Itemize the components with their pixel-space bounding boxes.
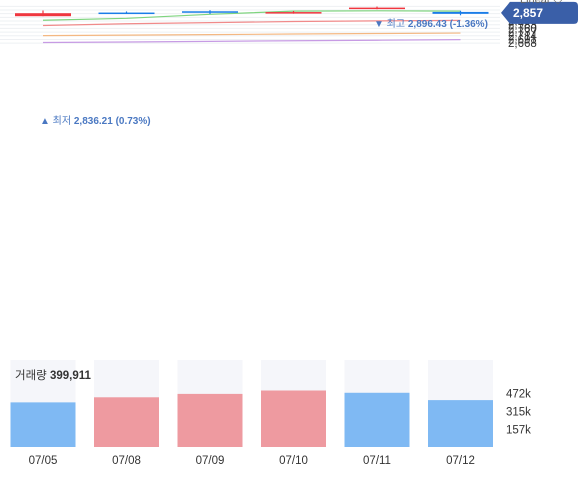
volume-label: 거래량 399,911 <box>15 369 91 382</box>
candle-07-11 <box>349 6 405 10</box>
y-tick-label-8: 2,714 <box>508 31 537 43</box>
candle-body <box>182 11 238 13</box>
candle-body <box>349 7 405 10</box>
volume-bar-3 <box>261 390 326 447</box>
volume-bar-1 <box>94 397 159 447</box>
volume-bar-4 <box>344 392 410 447</box>
high-annotation: ▼ 최고 2,896.43 (-1.36%) <box>374 18 488 30</box>
y-tick-label-10: 2,668 <box>508 38 537 50</box>
candle-body <box>98 12 155 15</box>
volume-panel: 거래량 399,911 472k 315k 157k <box>10 360 531 447</box>
scale-mode-toggle[interactable]: Linear ◇ <box>520 0 563 6</box>
volume-bar-2 <box>177 393 243 447</box>
candle-07-12 <box>432 10 489 16</box>
low-annotation: ▲ 최저 2,836.21 (0.73%) <box>40 115 151 127</box>
x-tick-label-0: 07/05 <box>29 455 58 467</box>
price-tag-label: 2,857 <box>513 6 543 20</box>
moving-average-line-2 <box>42 19 461 27</box>
moving-average-line-3 <box>42 32 461 37</box>
x-tick-label-1: 07/08 <box>112 455 141 467</box>
volume-tick-label-0: 472k <box>506 389 531 401</box>
scale-mode-label: Linear ◇ <box>520 0 563 6</box>
x-tick-label-4: 07/11 <box>363 455 391 467</box>
volume-bar-5 <box>428 400 493 447</box>
current-price-tag: 2,857 <box>501 1 578 24</box>
x-tick-label-2: 07/09 <box>196 455 225 467</box>
price-tag-shape <box>501 1 578 24</box>
candle-body <box>432 11 489 14</box>
candles <box>15 6 489 17</box>
y-tick-label-6: 2,760 <box>508 23 537 35</box>
volume-tick-label-2: 157k <box>506 424 531 436</box>
candle-07-05 <box>15 10 71 17</box>
candle-07-10 <box>265 10 322 14</box>
x-axis: 07/05 07/08 07/09 07/10 07/11 07/12 <box>29 455 475 467</box>
moving-average-line-1 <box>42 10 461 21</box>
annotations: ▼ 최고 2,896.43 (-1.36%) ▲ 최저 2,836.21 (0.7… <box>40 18 488 127</box>
x-tick-label-3: 07/10 <box>279 455 308 467</box>
moving-average-line-4 <box>42 39 461 44</box>
moving-average-lines <box>42 10 461 44</box>
candle-body <box>15 13 71 17</box>
volume-tick-label-1: 315k <box>506 406 531 418</box>
y-tick-label-7: 2,737 <box>508 27 537 39</box>
candle-body <box>265 12 322 14</box>
volume-bar-0 <box>10 402 76 447</box>
candle-07-09 <box>182 10 238 14</box>
x-tick-label-5: 07/12 <box>446 455 475 467</box>
y-tick-label-9: 2,691 <box>508 34 537 46</box>
candle-07-08 <box>98 11 155 15</box>
